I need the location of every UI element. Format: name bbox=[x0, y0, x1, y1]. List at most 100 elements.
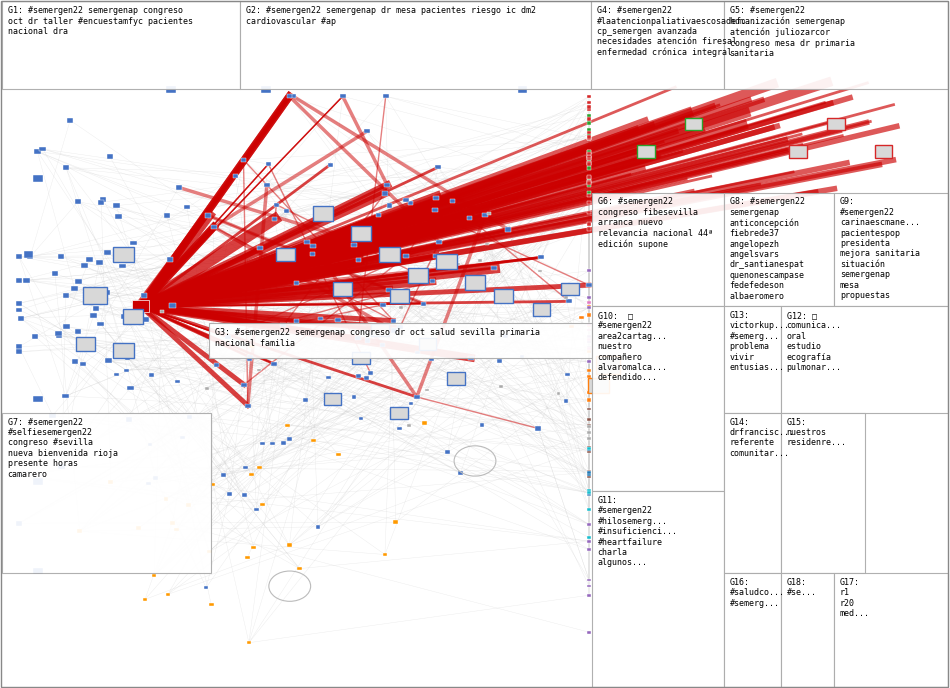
Bar bbox=[390, 407, 408, 419]
Bar bbox=[113, 203, 120, 208]
Bar bbox=[98, 200, 104, 205]
Bar bbox=[781, 306, 948, 413]
Bar bbox=[397, 427, 402, 430]
Text: G12: □
comunica...
oral
estudio
ecografía
pulmonar...: G12: □ comunica... oral estudio ecografí… bbox=[787, 311, 842, 372]
Bar bbox=[587, 471, 591, 473]
Bar bbox=[586, 155, 591, 158]
Bar bbox=[221, 473, 226, 477]
Bar bbox=[587, 306, 591, 309]
Bar bbox=[304, 240, 310, 244]
Bar bbox=[587, 338, 591, 341]
Bar bbox=[294, 319, 299, 323]
Bar bbox=[170, 522, 175, 525]
Bar bbox=[24, 251, 33, 258]
Bar bbox=[34, 149, 41, 154]
Bar bbox=[63, 394, 69, 398]
Bar bbox=[586, 375, 591, 378]
Bar bbox=[586, 151, 591, 155]
Bar bbox=[586, 151, 591, 154]
Bar bbox=[587, 297, 591, 299]
Bar bbox=[130, 241, 137, 246]
Bar bbox=[364, 129, 370, 133]
Bar bbox=[586, 222, 591, 226]
Bar bbox=[587, 360, 591, 363]
Bar bbox=[351, 226, 371, 241]
Bar bbox=[468, 356, 474, 360]
Bar bbox=[491, 266, 497, 270]
Bar bbox=[586, 191, 591, 195]
Bar bbox=[586, 211, 591, 215]
Bar bbox=[246, 641, 251, 645]
Bar bbox=[365, 338, 370, 343]
Bar bbox=[257, 246, 263, 250]
Bar bbox=[586, 166, 591, 170]
Bar bbox=[587, 489, 591, 492]
Bar bbox=[494, 289, 513, 303]
Bar bbox=[436, 254, 457, 269]
Bar bbox=[592, 193, 724, 306]
Bar bbox=[587, 431, 591, 434]
Bar bbox=[587, 579, 591, 581]
Bar bbox=[242, 493, 247, 497]
Bar bbox=[261, 86, 271, 93]
Bar bbox=[205, 213, 211, 217]
Bar bbox=[359, 417, 364, 420]
Bar bbox=[447, 372, 465, 385]
Bar bbox=[183, 204, 190, 209]
Bar bbox=[586, 114, 591, 118]
Bar bbox=[215, 363, 219, 367]
Bar bbox=[587, 418, 591, 421]
Bar bbox=[104, 358, 111, 363]
Bar bbox=[352, 396, 356, 399]
Bar bbox=[149, 374, 154, 377]
Text: G5: #semergen22
humanización semergenap
atención juliozarcor
congreso mesa dr pr: G5: #semergen22 humanización semergenap … bbox=[730, 6, 855, 58]
Bar bbox=[272, 217, 277, 221]
Bar bbox=[587, 437, 591, 440]
Bar bbox=[106, 154, 113, 159]
Text: G18:
#se...: G18: #se... bbox=[787, 578, 817, 597]
Bar bbox=[334, 318, 340, 322]
Text: G1: #semergen22 semergenap congreso
oct dr taller #encuestamfyc pacientes
nacion: G1: #semergen22 semergenap congreso oct … bbox=[8, 6, 193, 36]
Bar bbox=[415, 351, 420, 354]
Bar bbox=[586, 175, 591, 179]
Bar bbox=[33, 175, 43, 182]
Bar bbox=[311, 244, 316, 248]
Bar bbox=[422, 422, 427, 425]
Bar bbox=[466, 216, 472, 220]
Bar bbox=[379, 247, 400, 262]
Text: G10:  □
#semergen22
area2cartag...
nuestro
compañero
alvaromalca...
defendido...: G10: □ #semergen22 area2cartag... nuestr… bbox=[598, 311, 668, 383]
Bar bbox=[724, 413, 781, 573]
Bar bbox=[27, 255, 33, 259]
Text: G4: #semergen22
#laatencionpaliativaescosadef...
cp_semergen avanzada
necesidade: G4: #semergen22 #laatencionpaliativaesco… bbox=[597, 6, 756, 57]
Bar bbox=[458, 471, 463, 475]
Bar bbox=[539, 270, 542, 272]
Bar bbox=[313, 206, 333, 221]
Bar bbox=[297, 567, 302, 570]
Bar bbox=[393, 520, 398, 524]
Bar bbox=[487, 212, 491, 215]
Bar bbox=[142, 598, 147, 601]
Bar bbox=[433, 254, 439, 258]
Bar bbox=[586, 201, 591, 204]
Bar bbox=[108, 480, 113, 484]
Bar bbox=[586, 176, 591, 180]
Bar bbox=[587, 508, 591, 510]
Bar bbox=[403, 254, 408, 258]
Bar bbox=[31, 334, 38, 338]
Text: G8: #semergen22
semergenap
anticoncepción
fiebrede37
angelopezh
angelsvars
dr_sa: G8: #semergen22 semergenap anticoncepció… bbox=[730, 197, 805, 301]
Bar bbox=[364, 376, 369, 380]
Bar bbox=[152, 574, 157, 577]
Bar bbox=[587, 335, 591, 338]
Bar bbox=[586, 94, 591, 98]
Bar bbox=[254, 508, 258, 511]
Bar bbox=[205, 387, 209, 389]
Bar bbox=[586, 137, 591, 140]
Bar bbox=[429, 358, 434, 361]
Bar bbox=[210, 482, 215, 486]
Bar bbox=[125, 418, 132, 422]
Bar bbox=[356, 374, 361, 378]
Bar bbox=[174, 528, 179, 531]
Bar bbox=[75, 200, 82, 204]
Bar bbox=[596, 356, 620, 374]
Bar bbox=[233, 174, 238, 178]
